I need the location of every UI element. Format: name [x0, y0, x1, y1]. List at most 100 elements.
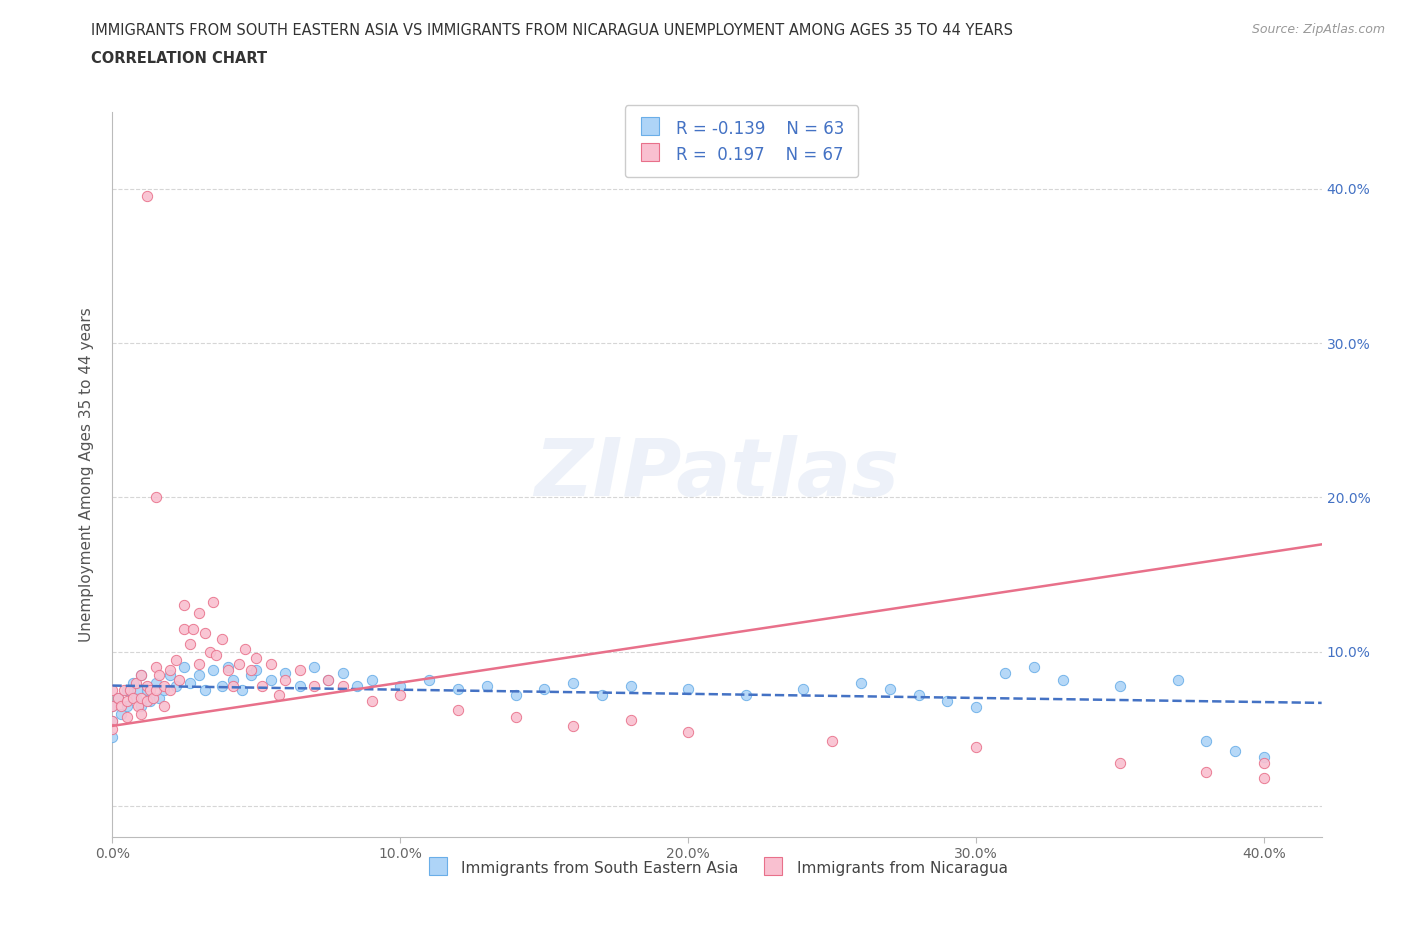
Point — [179, 675, 201, 690]
Point — [389, 687, 412, 702]
Point — [562, 675, 585, 690]
Point — [200, 644, 222, 659]
Point — [907, 687, 929, 702]
Point — [115, 683, 138, 698]
Point — [1022, 659, 1045, 674]
Point — [269, 687, 291, 702]
Text: IMMIGRANTS FROM SOUTH EASTERN ASIA VS IMMIGRANTS FROM NICARAGUA UNEMPLOYMENT AMO: IMMIGRANTS FROM SOUTH EASTERN ASIA VS IM… — [91, 23, 1014, 38]
Point — [620, 678, 643, 693]
Point — [792, 682, 814, 697]
Point — [302, 678, 325, 693]
Point — [821, 734, 844, 749]
Point — [129, 668, 152, 683]
Point — [167, 672, 190, 687]
Point — [187, 605, 209, 620]
Point — [101, 714, 124, 729]
Point — [360, 672, 382, 687]
Text: Source: ZipAtlas.com: Source: ZipAtlas.com — [1251, 23, 1385, 36]
Point — [187, 657, 209, 671]
Point — [202, 663, 225, 678]
Point — [139, 683, 162, 698]
Point — [879, 682, 901, 697]
Point — [107, 691, 129, 706]
Point — [233, 642, 256, 657]
Point — [129, 706, 152, 721]
Point — [211, 678, 233, 693]
Point — [121, 675, 143, 690]
Point — [217, 659, 239, 674]
Point — [1253, 750, 1275, 764]
Point — [418, 672, 440, 687]
Point — [159, 663, 181, 678]
Point — [153, 698, 176, 713]
Point — [148, 668, 170, 683]
Point — [288, 663, 311, 678]
Y-axis label: Unemployment Among Ages 35 to 44 years: Unemployment Among Ages 35 to 44 years — [79, 307, 94, 642]
Point — [734, 687, 756, 702]
Point — [173, 659, 195, 674]
Point — [173, 598, 195, 613]
Text: CORRELATION CHART: CORRELATION CHART — [91, 51, 267, 66]
Point — [107, 691, 129, 706]
Point — [194, 626, 217, 641]
Point — [447, 682, 470, 697]
Point — [153, 683, 176, 698]
Point — [318, 672, 340, 687]
Point — [1052, 672, 1074, 687]
Point — [101, 714, 124, 729]
Point — [222, 672, 245, 687]
Point — [1195, 734, 1218, 749]
Point — [127, 698, 149, 713]
Point — [250, 678, 273, 693]
Point — [115, 694, 138, 709]
Point — [124, 675, 146, 690]
Point — [239, 663, 262, 678]
Point — [1167, 672, 1189, 687]
Point — [153, 678, 176, 693]
Point — [101, 698, 124, 713]
Point — [228, 657, 250, 671]
Point — [127, 683, 149, 698]
Point — [260, 657, 283, 671]
Point — [447, 703, 470, 718]
Point — [533, 682, 555, 697]
Point — [165, 678, 187, 693]
Point — [965, 700, 987, 715]
Legend: Immigrants from South Eastern Asia, Immigrants from Nicaragua: Immigrants from South Eastern Asia, Immi… — [416, 848, 1018, 887]
Point — [118, 683, 141, 698]
Point — [112, 683, 135, 698]
Point — [678, 724, 700, 739]
Point — [965, 740, 987, 755]
Point — [121, 691, 143, 706]
Point — [678, 682, 700, 697]
Point — [1253, 755, 1275, 770]
Point — [360, 694, 382, 709]
Point — [1225, 743, 1247, 758]
Point — [318, 672, 340, 687]
Point — [1195, 764, 1218, 779]
Point — [346, 678, 368, 693]
Point — [165, 652, 187, 667]
Point — [173, 621, 195, 636]
Point — [136, 683, 159, 698]
Point — [1109, 755, 1132, 770]
Point — [115, 698, 138, 713]
Point — [181, 621, 204, 636]
Point — [110, 698, 132, 713]
Point — [274, 666, 297, 681]
Point — [129, 698, 152, 713]
Point — [849, 675, 872, 690]
Point — [1253, 771, 1275, 786]
Point — [591, 687, 613, 702]
Point — [211, 632, 233, 647]
Point — [101, 698, 124, 713]
Point — [145, 683, 167, 698]
Point — [129, 668, 152, 683]
Point — [148, 691, 170, 706]
Point — [245, 650, 267, 665]
Point — [101, 729, 124, 744]
Point — [110, 706, 132, 721]
Point — [159, 668, 181, 683]
Point — [115, 710, 138, 724]
Point — [288, 678, 311, 693]
